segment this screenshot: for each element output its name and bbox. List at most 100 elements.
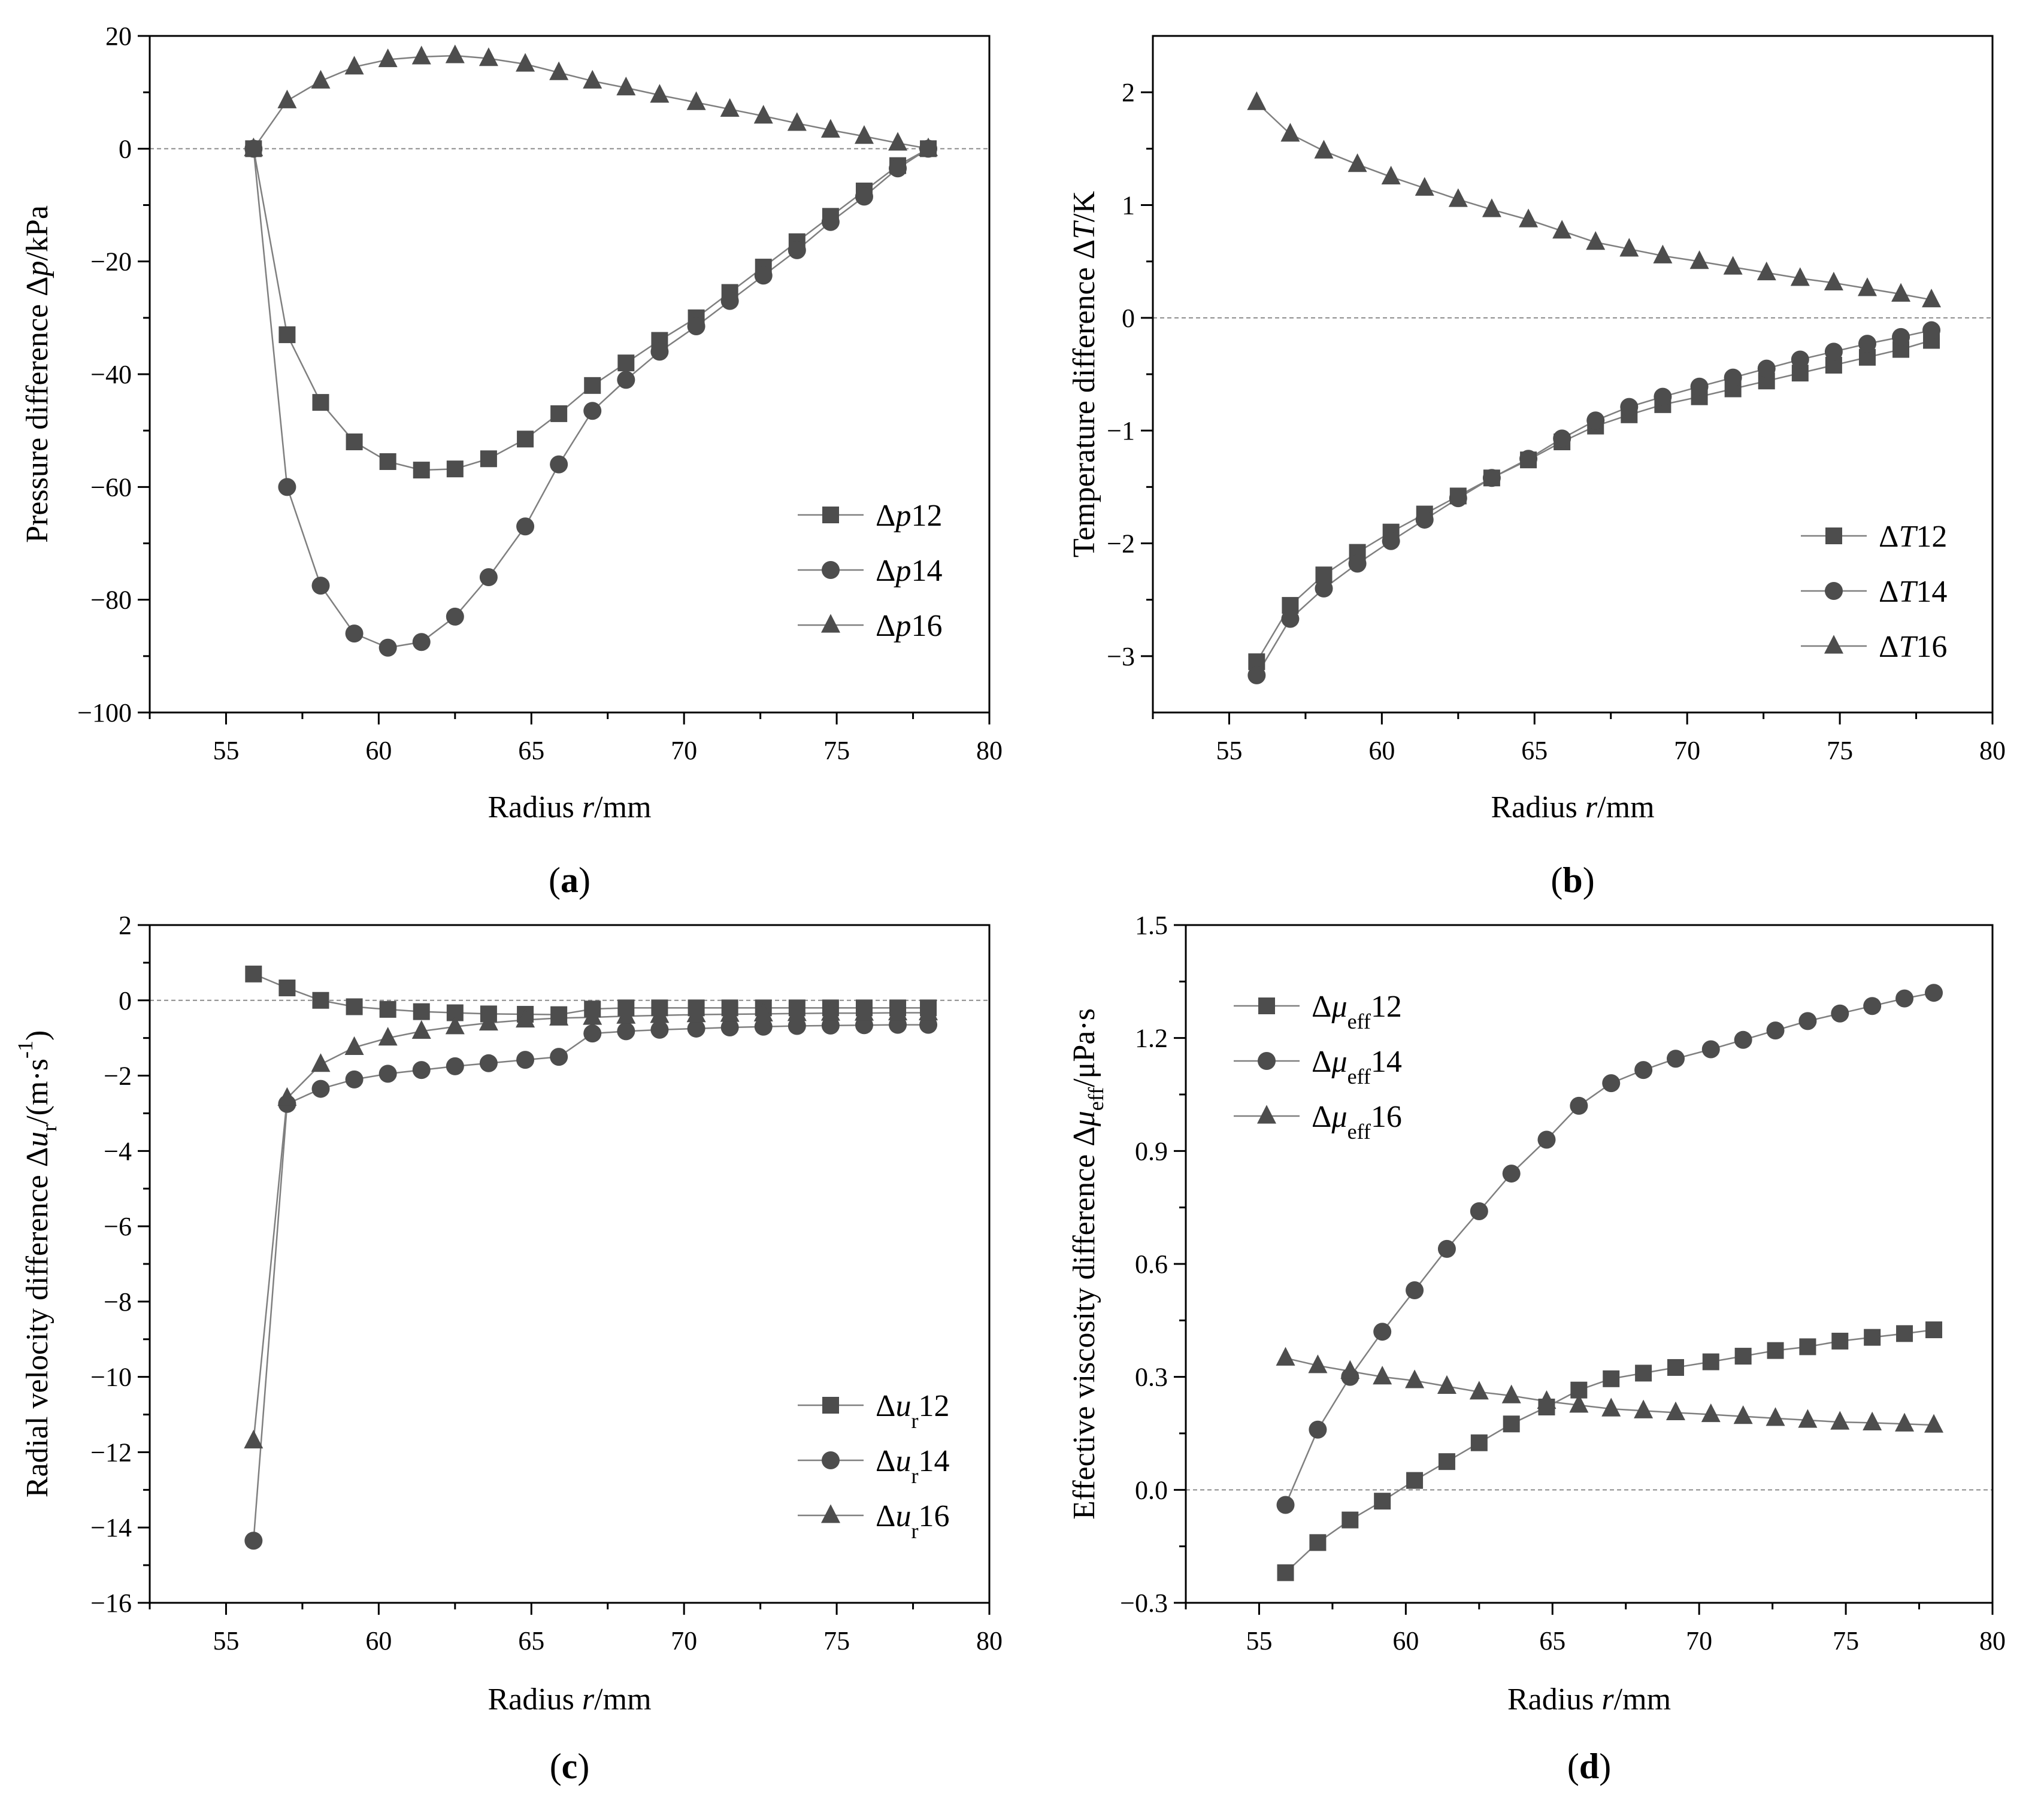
data-point-Δμeff14-6 bbox=[1470, 1202, 1488, 1220]
data-point-ΔT14-13 bbox=[1690, 377, 1709, 396]
data-point-Δμeff16-1 bbox=[1308, 1354, 1328, 1373]
data-point-ΔT14-12 bbox=[1654, 387, 1672, 406]
data-point-Δμeff12-0 bbox=[1277, 1564, 1294, 1581]
data-point-ΔT16-11 bbox=[1619, 238, 1639, 257]
data-point-Δp14-6 bbox=[446, 607, 464, 626]
data-point-Δμeff12-11 bbox=[1635, 1365, 1652, 1382]
y-tick-label: −4 bbox=[104, 1136, 132, 1166]
data-point-Δur14-10 bbox=[583, 1024, 602, 1043]
data-point-Δur12-0 bbox=[245, 965, 262, 983]
data-point-Δμeff12-2 bbox=[1342, 1511, 1359, 1529]
y-tick-label: −80 bbox=[90, 586, 132, 615]
series-markers-ΔT12 bbox=[1248, 332, 1940, 671]
y-tick-label: 2 bbox=[1122, 78, 1135, 107]
data-point-Δur14-4 bbox=[378, 1065, 397, 1083]
data-point-ΔT16-0 bbox=[1247, 91, 1267, 110]
data-point-Δur14-15 bbox=[754, 1017, 773, 1036]
y-tick-label: 0 bbox=[119, 134, 132, 163]
data-point-Δμeff14-20 bbox=[1925, 984, 1943, 1002]
data-point-ΔT16-10 bbox=[1586, 231, 1606, 250]
data-point-Δμeff14-19 bbox=[1895, 989, 1914, 1008]
series-markers-Δp12 bbox=[245, 140, 937, 479]
data-point-Δμeff12-20 bbox=[1925, 1321, 1943, 1339]
panel-label: (c) bbox=[550, 1747, 590, 1786]
data-point-Δp14-8 bbox=[516, 517, 535, 536]
series-markers-Δur16 bbox=[244, 1001, 938, 1449]
data-point-Δμeff16-17 bbox=[1830, 1411, 1850, 1430]
data-point-ΔT16-1 bbox=[1280, 123, 1300, 142]
data-point-Δμeff16-10 bbox=[1601, 1397, 1621, 1417]
x-tick-label: 80 bbox=[1979, 736, 2006, 765]
y-tick-label: −2 bbox=[1107, 529, 1135, 559]
plot-frame bbox=[1152, 35, 1994, 714]
legend-label-Δμeff12: Δμeff12 bbox=[1312, 990, 1402, 1033]
data-point-Δur16-20 bbox=[919, 1001, 938, 1021]
series-markers-Δμeff16 bbox=[1276, 1347, 1944, 1433]
data-point-Δur16-10 bbox=[583, 1006, 602, 1025]
data-point-Δμeff12-10 bbox=[1603, 1370, 1620, 1387]
x-tick-label: 70 bbox=[671, 1626, 697, 1656]
data-point-Δur16-15 bbox=[753, 1002, 773, 1022]
legend: Δp12 Δp14 Δp16 bbox=[798, 499, 942, 643]
data-point-Δμeff12-14 bbox=[1734, 1348, 1752, 1365]
data-point-ΔT16-5 bbox=[1415, 177, 1434, 196]
data-point-Δp16-16 bbox=[787, 112, 807, 131]
data-point-Δur12-3 bbox=[346, 998, 363, 1015]
data-point-Δur16-12 bbox=[650, 1004, 670, 1023]
x-tick-label: 60 bbox=[1392, 1626, 1419, 1656]
data-point-Δur12-2 bbox=[312, 992, 329, 1009]
x-tick-label: 55 bbox=[1246, 1626, 1272, 1656]
x-tick-label: 55 bbox=[213, 736, 239, 765]
series-line-Δp12 bbox=[253, 148, 929, 471]
data-point-Δp12-8 bbox=[517, 430, 534, 448]
y-tick-label: −10 bbox=[90, 1363, 132, 1392]
data-point-Δp16-11 bbox=[616, 77, 636, 96]
y-tick-label: −0.3 bbox=[1120, 1588, 1168, 1618]
legend-marker-ΔT14 bbox=[1825, 582, 1843, 600]
data-point-ΔT14-8 bbox=[1519, 450, 1538, 468]
x-tick-label: 60 bbox=[365, 1626, 392, 1656]
data-point-Δμeff14-1 bbox=[1309, 1420, 1327, 1439]
data-point-Δμeff14-18 bbox=[1863, 997, 1882, 1015]
data-point-ΔT14-5 bbox=[1415, 510, 1434, 529]
data-point-Δp14-15 bbox=[754, 266, 773, 285]
data-point-Δμeff12-4 bbox=[1406, 1472, 1424, 1489]
data-point-Δp14-5 bbox=[412, 633, 431, 651]
data-point-Δp16-7 bbox=[479, 47, 498, 66]
data-point-Δur14-8 bbox=[516, 1051, 535, 1069]
data-point-ΔT14-9 bbox=[1553, 429, 1571, 448]
data-point-ΔT14-0 bbox=[1247, 666, 1266, 684]
data-point-Δμeff16-20 bbox=[1924, 1414, 1944, 1433]
series-markers-Δμeff14 bbox=[1276, 984, 1943, 1514]
data-point-Δμeff16-8 bbox=[1537, 1390, 1557, 1409]
data-point-Δur14-3 bbox=[345, 1070, 364, 1088]
y-tick-label: 1.5 bbox=[1135, 911, 1168, 940]
y-tick-label: 0.6 bbox=[1135, 1250, 1168, 1279]
data-point-Δμeff16-7 bbox=[1501, 1384, 1521, 1403]
data-point-Δp16-10 bbox=[583, 69, 602, 89]
data-point-Δp16-20 bbox=[919, 137, 938, 156]
data-point-Δp12-11 bbox=[617, 354, 635, 372]
data-point-ΔT16-9 bbox=[1552, 220, 1572, 239]
data-point-ΔT16-16 bbox=[1790, 267, 1810, 286]
y-axis-title: Temperature difference ΔT/K bbox=[1067, 190, 1101, 557]
legend-label-Δur14: Δur14 bbox=[876, 1444, 949, 1488]
y-tick-label: 1 bbox=[1122, 191, 1135, 220]
y-tick-label: −16 bbox=[90, 1588, 132, 1618]
data-point-Δp14-4 bbox=[378, 638, 397, 657]
data-point-Δμeff14-0 bbox=[1276, 1496, 1295, 1514]
legend-marker-Δμeff14 bbox=[1258, 1052, 1276, 1070]
data-point-Δμeff16-15 bbox=[1766, 1407, 1785, 1426]
data-point-Δp16-13 bbox=[686, 91, 706, 110]
x-tick-label: 75 bbox=[1827, 736, 1853, 765]
legend-label-Δur16: Δur16 bbox=[876, 1499, 949, 1543]
data-point-ΔT14-11 bbox=[1620, 398, 1639, 416]
y-tick-label: −100 bbox=[77, 698, 132, 727]
data-point-ΔT16-3 bbox=[1347, 153, 1367, 172]
x-tick-label: 75 bbox=[823, 736, 850, 765]
data-point-Δp12-6 bbox=[446, 460, 464, 478]
data-point-ΔT16-6 bbox=[1448, 188, 1468, 207]
panel-label: (a) bbox=[549, 860, 591, 900]
data-point-Δur14-9 bbox=[550, 1048, 568, 1066]
series-markers-ΔT16 bbox=[1247, 91, 1942, 308]
